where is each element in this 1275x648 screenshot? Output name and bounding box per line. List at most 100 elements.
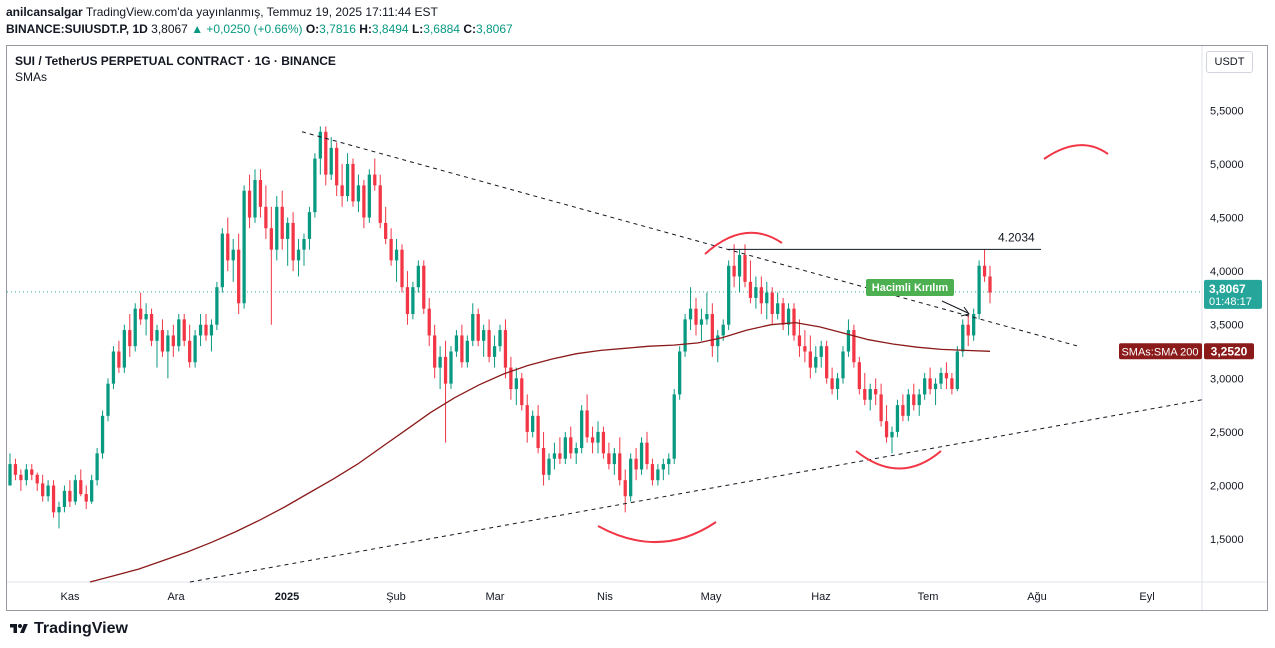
candle-body — [743, 255, 747, 282]
candle-body — [351, 163, 355, 202]
sma-200-line — [89, 321, 991, 583]
candle-body — [814, 356, 818, 368]
candle-body — [389, 238, 393, 261]
candle-body — [825, 346, 829, 379]
candle-body — [367, 174, 371, 218]
candle-body — [705, 314, 709, 320]
candle-body — [514, 378, 518, 390]
countdown-tag: 01:48:17 — [1209, 296, 1252, 308]
candle-body — [737, 255, 742, 277]
candle-body — [220, 233, 224, 288]
last-value: 3,8067 — [151, 22, 188, 36]
candle-body — [318, 131, 322, 159]
candle-body — [961, 324, 965, 352]
candle-body — [188, 340, 192, 363]
sma-name-tag: SMAs:SMA 200 — [1121, 346, 1198, 358]
y-tick-label: 4,0000 — [1210, 266, 1244, 278]
candle-body — [313, 158, 317, 213]
candle-body — [275, 206, 279, 250]
candle-body — [384, 222, 388, 239]
candle-body — [405, 287, 410, 314]
candle-body — [639, 442, 644, 470]
tradingview-icon — [10, 624, 28, 633]
candle-body — [198, 324, 203, 336]
close-value: 3,8067 — [475, 22, 513, 36]
candle-body — [710, 314, 714, 347]
candle-body — [422, 265, 426, 309]
candle-body — [443, 356, 448, 384]
y-tick-label: 2,5000 — [1210, 427, 1244, 439]
candle-body — [732, 265, 736, 277]
chart-frame — [6, 45, 1268, 611]
candle-body — [476, 314, 480, 341]
candle-body — [770, 292, 774, 314]
tradingview-wordmark: TradingView — [34, 620, 128, 637]
bottom-arc-june — [855, 450, 942, 470]
candle-body — [95, 453, 99, 481]
candle-body — [362, 185, 366, 218]
candle-body — [585, 410, 589, 438]
candle-body — [776, 303, 780, 314]
candle-body — [177, 319, 181, 347]
candle-body — [901, 405, 905, 416]
candle-body — [645, 442, 649, 465]
currency-button[interactable]: USDT — [1206, 51, 1253, 73]
candles — [8, 126, 992, 529]
candle-body — [547, 458, 551, 475]
x-tick-label: May — [701, 591, 722, 603]
x-tick-label: Mar — [486, 591, 505, 603]
y-tick-label: 3,5000 — [1210, 320, 1244, 332]
candle-body — [329, 147, 333, 175]
annotation-arrowhead — [960, 306, 970, 317]
candle-body — [525, 405, 529, 432]
candle-body — [558, 453, 562, 459]
candle-body — [786, 308, 791, 325]
candle-body — [601, 431, 606, 454]
candle-body — [465, 340, 469, 363]
x-tick-label: Kas — [61, 591, 80, 603]
sma-value-tag-bg — [1204, 343, 1254, 360]
candle-body — [41, 483, 45, 497]
tradingview-logo: TradingView — [8, 620, 128, 638]
candle-body — [863, 389, 867, 400]
candle-body — [661, 464, 665, 470]
candle-body — [667, 458, 671, 465]
candle-body — [247, 190, 252, 218]
candle-body — [531, 415, 535, 432]
candle-body — [895, 405, 900, 432]
publish-header: anilcansalgar TradingView.com'da yayınla… — [6, 5, 438, 19]
candle-body — [400, 249, 404, 288]
y-tick-label: 1,5000 — [1210, 534, 1244, 546]
y-tick-label: 3,0000 — [1210, 373, 1244, 385]
x-tick-label: Nis — [597, 591, 613, 603]
candle-body — [57, 506, 61, 513]
candle-body — [100, 415, 105, 454]
high-value: 3,8494 — [371, 22, 409, 36]
candle-body — [759, 287, 763, 304]
open-label: O: — [305, 22, 320, 36]
candle-body — [160, 330, 165, 352]
candle-body — [340, 185, 344, 197]
candle-body — [683, 319, 687, 352]
candle-body — [411, 287, 415, 314]
symbol-info: BINANCE:SUIUSDT.P, 1D — [6, 22, 148, 36]
candle-body — [966, 324, 970, 336]
chart-legend-indicator[interactable]: SMAs — [15, 70, 48, 84]
candle-body — [122, 330, 126, 368]
candle-body — [492, 346, 497, 357]
annotation-label-bg — [866, 279, 954, 296]
candle-body — [280, 206, 284, 239]
candle-body — [890, 431, 894, 438]
ascending-trendline — [189, 399, 1203, 583]
candle-body — [520, 378, 524, 406]
sma-value-tag: 3,2520 — [1211, 344, 1248, 358]
candle-body — [923, 378, 927, 395]
candle-body — [253, 180, 257, 218]
candle-body — [972, 314, 976, 336]
candle-body — [629, 458, 633, 497]
candle-body — [46, 485, 50, 497]
candle-body — [237, 249, 241, 304]
candle-body — [149, 314, 154, 341]
candle-body — [226, 233, 230, 261]
